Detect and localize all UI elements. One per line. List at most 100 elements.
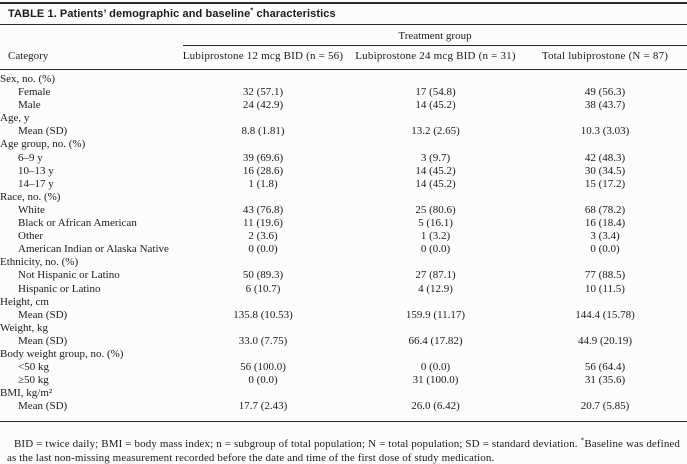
table-row: Female 32 (57.1) 17 (54.8) 49 (56.3) — [0, 86, 687, 99]
row-label: BMI, kg/m² — [0, 387, 53, 400]
cell-value: 66.4 (17.82) — [408, 334, 463, 347]
demographics-table: Sex, no. (%) Female 32 (57.1) 17 (54.8) 49 (… — [0, 73, 687, 413]
table-row: Mean (SD) 33.0 (7.75) 66.4 (17.82) 44.9 (20… — [0, 335, 687, 348]
row-label: Age group, no. (%) — [0, 138, 86, 151]
row-label: Race, no. (%) — [0, 190, 61, 203]
cell-value: 11 (19.6) — [243, 217, 283, 230]
column-header-total: Total lubiprostone (N = 87) — [541, 50, 669, 62]
table-body: Sex, no. (%) Female 32 (57.1) 17 (54.8) 49 (… — [0, 73, 687, 413]
row-label: Body weight group, no. (%) — [0, 347, 124, 360]
cell-value — [523, 387, 687, 400]
cell-value: 56 (64.4) — [584, 361, 626, 374]
table-row: Body weight group, no. (%) — [0, 348, 687, 361]
cell-value: 50 (89.3) — [242, 269, 284, 282]
table-row: American Indian or Alaska Native 0 (0.0) 0… — [0, 243, 687, 256]
cell-value — [523, 348, 687, 361]
cell-value — [178, 112, 348, 125]
table-row: <50 kg 56 (100.0) 0 (0.0) 56 (64.4) — [0, 361, 687, 374]
cell-value: 27 (87.1) — [415, 269, 456, 282]
cell-value — [348, 191, 523, 204]
cell-value — [523, 191, 687, 204]
cell-value: 1 (1.8) — [248, 177, 278, 190]
cell-value — [348, 256, 523, 269]
cell-value — [178, 73, 348, 86]
table-row: Other 2 (3.6) 1 (3.2) 3 (3.4) — [0, 230, 687, 243]
baseline-footnote-marker: * — [250, 5, 254, 15]
cell-value — [178, 387, 348, 400]
row-label: Age, y — [0, 112, 30, 125]
table-row: BMI, kg/m² — [0, 387, 687, 400]
cell-value: 25 (80.6) — [415, 203, 456, 216]
row-label: Female — [18, 86, 51, 99]
cell-value: 44.9 (20.19) — [577, 334, 633, 347]
cell-value — [348, 73, 523, 86]
table-row: Not Hispanic or Latino 50 (89.3) 27 (87.1)… — [0, 269, 687, 282]
row-label: Male — [18, 99, 41, 112]
cell-value — [348, 322, 523, 335]
table-row: Age, y — [0, 112, 687, 125]
category-column-header: Category — [8, 50, 49, 62]
row-label: White — [18, 203, 45, 216]
cell-value: 10.3 (3.03) — [580, 125, 630, 138]
column-header-lubiprostone-12: Lubiprostone 12 mcg BID (n = 56) — [182, 50, 344, 62]
row-label: 6–9 y — [18, 151, 43, 164]
row-label: Mean (SD) — [18, 308, 68, 321]
cell-value: 4 (12.9) — [418, 282, 453, 295]
cell-value: 39 (69.6) — [242, 151, 284, 164]
table-row: Mean (SD) 8.8 (1.81) 13.2 (2.65) 10.3 (3.03… — [0, 125, 687, 138]
column-header-lubiprostone-24: Lubiprostone 24 mcg BID (n = 31) — [355, 50, 516, 62]
cell-value: 68 (78.2) — [584, 203, 626, 216]
row-label: 10–13 y — [18, 164, 54, 177]
table-row: ≥50 kg 0 (0.0) 31 (100.0) 31 (35.6) — [0, 374, 687, 387]
cell-value — [523, 256, 687, 269]
cell-value: 17.7 (2.43) — [238, 400, 288, 413]
cell-value: 24 (42.9) — [242, 99, 284, 112]
cell-value — [178, 191, 348, 204]
cell-value — [178, 348, 348, 361]
cell-value: 77 (88.5) — [584, 269, 626, 282]
cell-value: 49 (56.3) — [584, 86, 626, 99]
cell-value: 14 (45.2) — [415, 164, 456, 177]
row-label: Black or African American — [18, 217, 137, 230]
cell-value: 20.7 (5.85) — [580, 400, 630, 413]
row-label: 14–17 y — [18, 177, 54, 190]
cell-value — [348, 387, 523, 400]
table-row: Mean (SD) 135.8 (10.53) 159.9 (11.17) 144.4… — [0, 309, 687, 322]
cell-value — [348, 348, 523, 361]
spanner-label: Treatment group — [398, 30, 472, 42]
cell-value — [348, 112, 523, 125]
row-label: ≥50 kg — [18, 374, 49, 387]
cell-value: 32 (57.1) — [242, 86, 284, 99]
table-number-label: TABLE 1. — [8, 8, 57, 20]
cell-value: 0 (0.0) — [590, 243, 620, 256]
table-row: 6–9 y 39 (69.6) 3 (9.7) 42 (48.3) — [0, 152, 687, 165]
cell-value: 10 (11.5) — [585, 282, 625, 295]
cell-value — [523, 112, 687, 125]
table-row: Mean (SD) 17.7 (2.43) 26.0 (6.42) 20.7 (5.8… — [0, 400, 687, 413]
title-pre: Patients’ demographic and baseline — [59, 8, 251, 20]
cell-value — [348, 296, 523, 309]
cell-value: 14 (45.2) — [415, 99, 456, 112]
table-row: 10–13 y 16 (28.6) 14 (45.2) 30 (34.5) — [0, 165, 687, 178]
row-label: Mean (SD) — [18, 334, 68, 347]
column-headers-row: Category Lubiprostone 12 mcg BID (n = 56… — [0, 46, 687, 70]
cell-value: 0 (0.0) — [248, 243, 278, 256]
cell-value: 2 (3.6) — [248, 230, 278, 243]
table-row: Age group, no. (%) — [0, 138, 687, 151]
cell-value — [523, 322, 687, 335]
cell-value: 144.4 (15.78) — [575, 308, 635, 321]
cell-value: 3 (3.4) — [590, 230, 620, 243]
table-row: Weight, kg — [0, 322, 687, 335]
row-label: Other — [18, 230, 44, 243]
cell-value — [178, 322, 348, 335]
cell-value: 16 (18.4) — [584, 217, 626, 230]
cell-value — [348, 138, 523, 151]
cell-value: 0 (0.0) — [248, 374, 278, 387]
table-row: White 43 (76.8) 25 (80.6) 68 (78.2) — [0, 204, 687, 217]
row-label: American Indian or Alaska Native — [18, 243, 169, 256]
row-label: Hispanic or Latino — [18, 282, 101, 295]
row-label: Height, cm — [0, 295, 49, 308]
cell-value: 5 (16.1) — [418, 217, 453, 230]
cell-value: 159.9 (11.17) — [405, 308, 466, 321]
table-title-text: Patients’ demographic and baseline* char… — [59, 5, 336, 20]
